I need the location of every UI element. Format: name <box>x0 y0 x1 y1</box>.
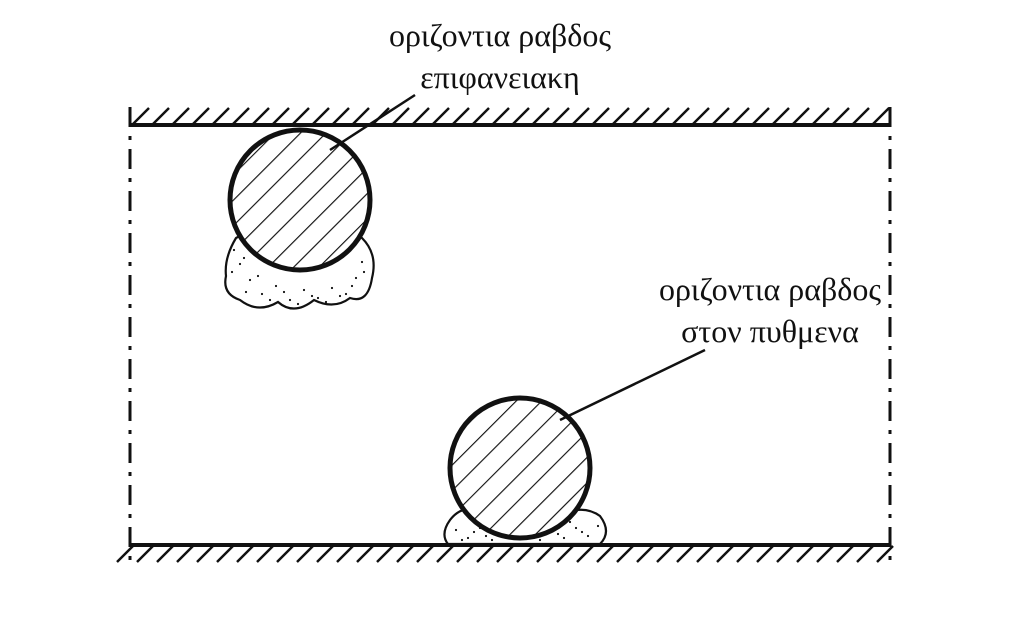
bottom-rebar-circle <box>450 398 590 538</box>
top-label-line1: οριζοντια ραβδος <box>389 17 611 53</box>
right-label-line2: στον πυθμενα <box>681 313 859 349</box>
top-label-line2: επιφανειακη <box>420 59 580 95</box>
top-rebar-group <box>225 130 373 309</box>
diagram-root: οριζοντια ραβδος επιφανειακη οριζοντια ρ… <box>0 0 1023 621</box>
top-rebar-circle <box>230 130 370 270</box>
right-label-line1: οριζοντια ραβδος <box>659 271 881 307</box>
